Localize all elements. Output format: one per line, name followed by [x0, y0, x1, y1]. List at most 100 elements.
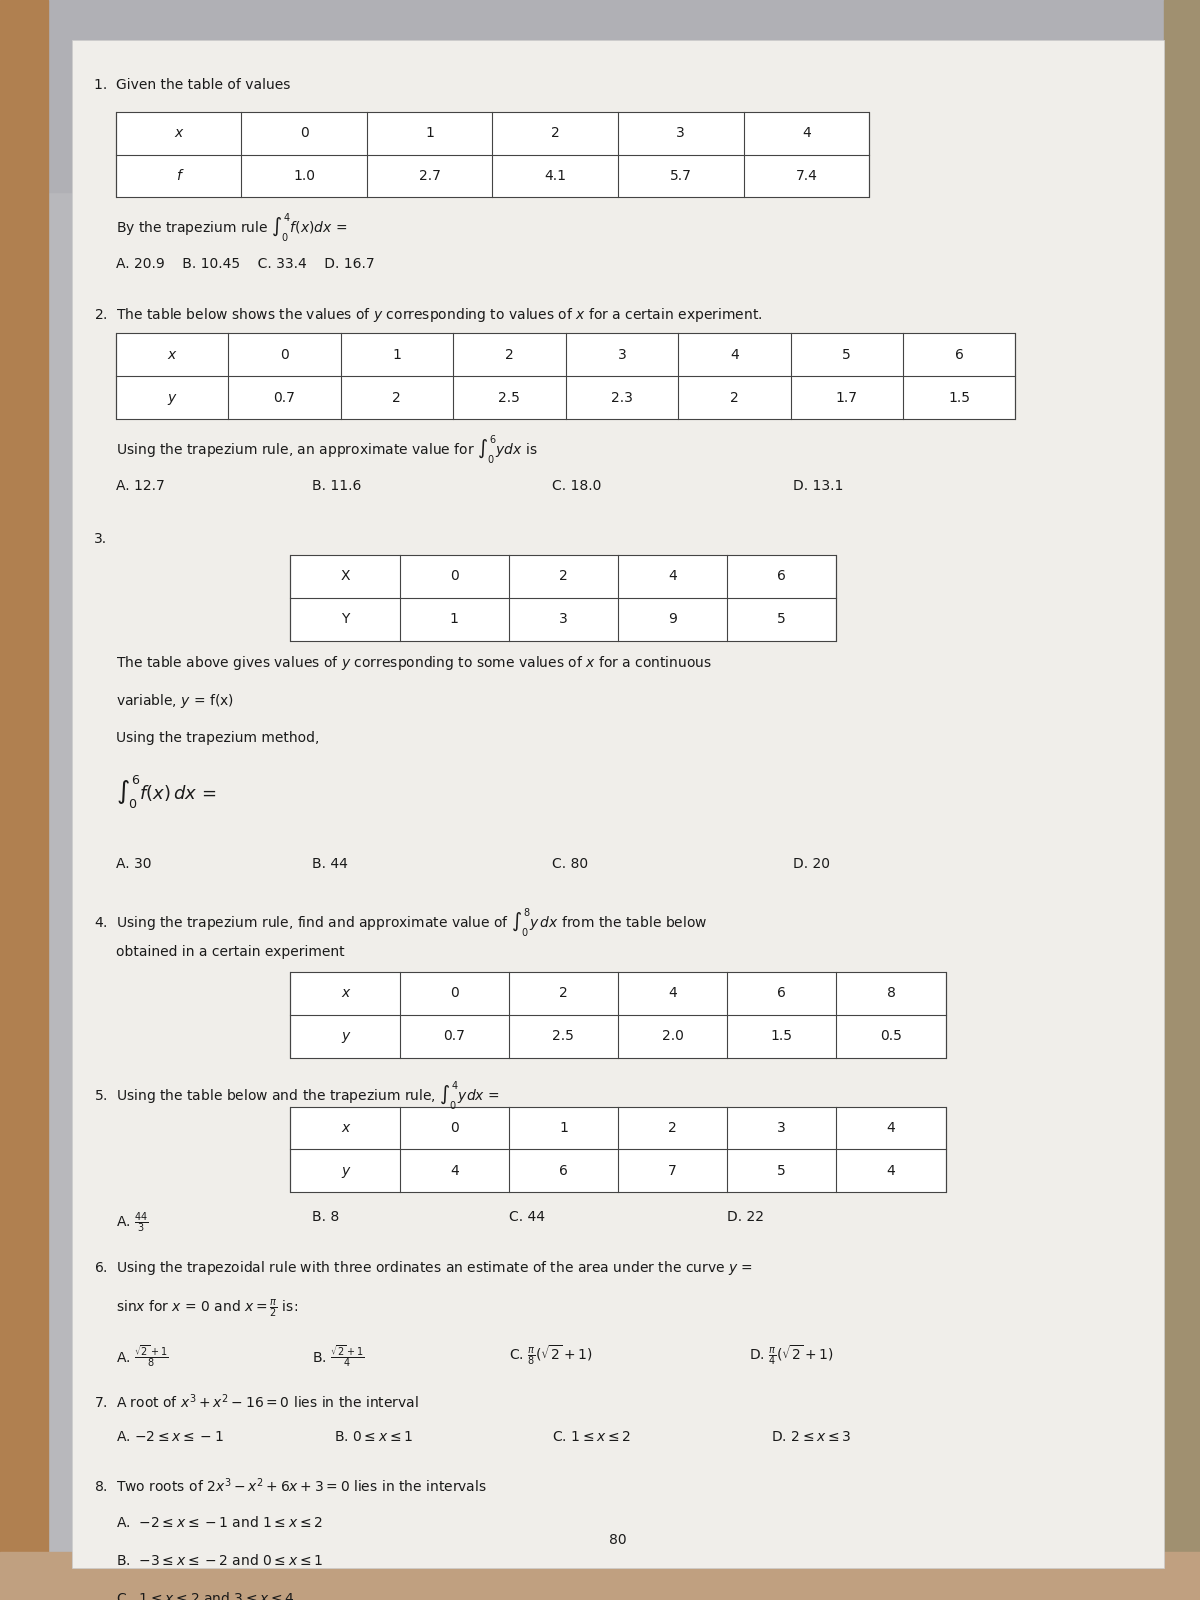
Bar: [0, 0, 48, 1600]
Text: variable, $y$ = f(x): variable, $y$ = f(x): [115, 693, 234, 710]
Text: The table above gives values of $y$ corresponding to some values of $x$ for a co: The table above gives values of $y$ corr…: [115, 654, 712, 672]
Text: D. $2 \leq x \leq 3$: D. $2 \leq x \leq 3$: [770, 1430, 851, 1445]
Text: 2: 2: [392, 390, 401, 405]
Text: C. $\frac{\pi}{8}(\sqrt{2}+1)$: C. $\frac{\pi}{8}(\sqrt{2}+1)$: [509, 1344, 593, 1366]
Text: 1: 1: [450, 613, 458, 626]
Text: y: y: [341, 1029, 349, 1043]
Bar: [290, 555, 836, 640]
Text: Using the trapezium rule, an approximate value for $\int_0^6 ydx$ is: Using the trapezium rule, an approximate…: [115, 432, 538, 466]
Text: 2.5: 2.5: [498, 390, 521, 405]
Text: sin$x$ for $x$ = 0 and $x = \frac{\pi}{2}$ is:: sin$x$ for $x$ = 0 and $x = \frac{\pi}{2…: [115, 1298, 298, 1320]
Text: 4: 4: [450, 1163, 458, 1178]
Text: 0.7: 0.7: [274, 390, 295, 405]
Text: 2: 2: [730, 390, 739, 405]
Text: B. 11.6: B. 11.6: [312, 478, 361, 493]
Text: 1.5: 1.5: [948, 390, 971, 405]
Text: B. 44: B. 44: [312, 858, 348, 872]
Text: 1.  Given the table of values: 1. Given the table of values: [94, 78, 290, 93]
Text: B. $\frac{\sqrt{2}+1}{4}$: B. $\frac{\sqrt{2}+1}{4}$: [312, 1344, 365, 1370]
Text: C. $1 \leq x \leq 2$: C. $1 \leq x \leq 2$: [552, 1430, 631, 1445]
Text: 1.0: 1.0: [293, 170, 316, 182]
Text: C. 44: C. 44: [509, 1211, 545, 1224]
Text: x: x: [168, 347, 176, 362]
Text: 7.4: 7.4: [796, 170, 817, 182]
Text: 6: 6: [778, 570, 786, 584]
Text: A. $-2 \leq x \leq -1$: A. $-2 \leq x \leq -1$: [115, 1430, 223, 1445]
Text: 3: 3: [618, 347, 626, 362]
Text: 5: 5: [778, 613, 786, 626]
Text: 4: 4: [668, 570, 677, 584]
Text: 4.1: 4.1: [545, 170, 566, 182]
Bar: [0, 1552, 1200, 1600]
Text: C. 18.0: C. 18.0: [552, 478, 602, 493]
Text: B. 8: B. 8: [312, 1211, 340, 1224]
Text: 6: 6: [955, 347, 964, 362]
Text: 8.  Two roots of $2x^3 - x^2 + 6x + 3 = 0$ lies in the intervals: 8. Two roots of $2x^3 - x^2 + 6x + 3 = 0…: [94, 1477, 487, 1494]
Text: 4: 4: [668, 987, 677, 1000]
Text: 7.  A root of $x^3 + x^2 - 16 = 0$ lies in the interval: 7. A root of $x^3 + x^2 - 16 = 0$ lies i…: [94, 1392, 419, 1411]
Text: D. 22: D. 22: [727, 1211, 764, 1224]
Text: 2.7: 2.7: [419, 170, 440, 182]
Text: 0: 0: [300, 126, 308, 141]
Text: B. $0 \leq x \leq 1$: B. $0 \leq x \leq 1$: [334, 1430, 413, 1445]
Text: 4.  Using the trapezium rule, find and approximate value of $\int_0^8 y\,dx$ fro: 4. Using the trapezium rule, find and ap…: [94, 906, 707, 939]
Text: obtained in a certain experiment: obtained in a certain experiment: [115, 944, 344, 958]
Text: B.  $-3 \leq x \leq -2$ and $0 \leq x \leq 1$: B. $-3 \leq x \leq -2$ and $0 \leq x \le…: [115, 1552, 323, 1568]
Text: 5: 5: [842, 347, 851, 362]
Text: 4: 4: [887, 1122, 895, 1134]
Text: 5.7: 5.7: [670, 170, 691, 182]
Text: 2.5: 2.5: [552, 1029, 575, 1043]
Text: $\int_0^6 f(x)\, dx$ =: $\int_0^6 f(x)\, dx$ =: [115, 773, 216, 811]
Text: A. $\frac{\sqrt{2}+1}{8}$: A. $\frac{\sqrt{2}+1}{8}$: [115, 1344, 168, 1370]
Text: 0: 0: [450, 987, 458, 1000]
Text: 2.0: 2.0: [661, 1029, 684, 1043]
Text: 0.7: 0.7: [443, 1029, 466, 1043]
Text: 6: 6: [778, 987, 786, 1000]
Text: D. 20: D. 20: [793, 858, 829, 872]
Text: 3: 3: [677, 126, 685, 141]
Text: A.  $-2 \leq x \leq -1$ and $1 \leq x \leq 2$: A. $-2 \leq x \leq -1$ and $1 \leq x \le…: [115, 1515, 323, 1530]
Text: 1.7: 1.7: [835, 390, 858, 405]
Text: 0: 0: [450, 1122, 458, 1134]
Bar: [290, 973, 946, 1058]
Text: D. $\frac{\pi}{4}(\sqrt{2}+1)$: D. $\frac{\pi}{4}(\sqrt{2}+1)$: [749, 1344, 834, 1366]
Text: 4: 4: [730, 347, 739, 362]
Text: 80: 80: [610, 1533, 626, 1547]
Text: D. 13.1: D. 13.1: [793, 478, 844, 493]
Text: C.  $1 \leq x \leq 2$ and $3 \leq x \leq 4$: C. $1 \leq x \leq 2$ and $3 \leq x \leq …: [115, 1590, 294, 1600]
Text: 0.5: 0.5: [880, 1029, 902, 1043]
Text: 1.5: 1.5: [770, 1029, 793, 1043]
Text: 2.3: 2.3: [611, 390, 632, 405]
Text: x: x: [341, 1122, 349, 1134]
Text: 7: 7: [668, 1163, 677, 1178]
Text: C. 80: C. 80: [552, 858, 589, 872]
Text: 3: 3: [778, 1122, 786, 1134]
Text: 4: 4: [887, 1163, 895, 1178]
Text: 1: 1: [559, 1122, 568, 1134]
Text: Using the trapezium method,: Using the trapezium method,: [115, 731, 319, 744]
Text: 0: 0: [450, 570, 458, 584]
Text: y: y: [168, 390, 176, 405]
Text: x: x: [341, 987, 349, 1000]
Text: 2: 2: [668, 1122, 677, 1134]
Text: 0: 0: [280, 347, 289, 362]
Text: A. 20.9    B. 10.45    C. 33.4    D. 16.7: A. 20.9 B. 10.45 C. 33.4 D. 16.7: [115, 258, 374, 270]
Text: y: y: [341, 1163, 349, 1178]
Text: 6.  Using the trapezoidal rule with three ordinates an estimate of the area unde: 6. Using the trapezoidal rule with three…: [94, 1259, 752, 1277]
Bar: [290, 1107, 946, 1192]
Text: x: x: [174, 126, 182, 141]
Text: 2: 2: [551, 126, 559, 141]
Text: 2.  The table below shows the values of $y$ corresponding to values of $x$ for a: 2. The table below shows the values of $…: [94, 306, 762, 323]
Text: 2: 2: [505, 347, 514, 362]
Text: 2: 2: [559, 570, 568, 584]
Text: A. 30: A. 30: [115, 858, 151, 872]
Text: 9: 9: [668, 613, 677, 626]
Bar: [1164, 0, 1200, 1600]
Bar: [115, 333, 1015, 419]
Bar: [0, 0, 1200, 192]
Text: By the trapezium rule $\int_0^4 f(x)dx$ =: By the trapezium rule $\int_0^4 f(x)dx$ …: [115, 211, 347, 245]
Text: 1: 1: [392, 347, 401, 362]
Text: 1: 1: [425, 126, 434, 141]
Text: 5.  Using the table below and the trapezium rule, $\int_0^4 ydx$ =: 5. Using the table below and the trapezi…: [94, 1078, 499, 1112]
Text: Y: Y: [341, 613, 349, 626]
